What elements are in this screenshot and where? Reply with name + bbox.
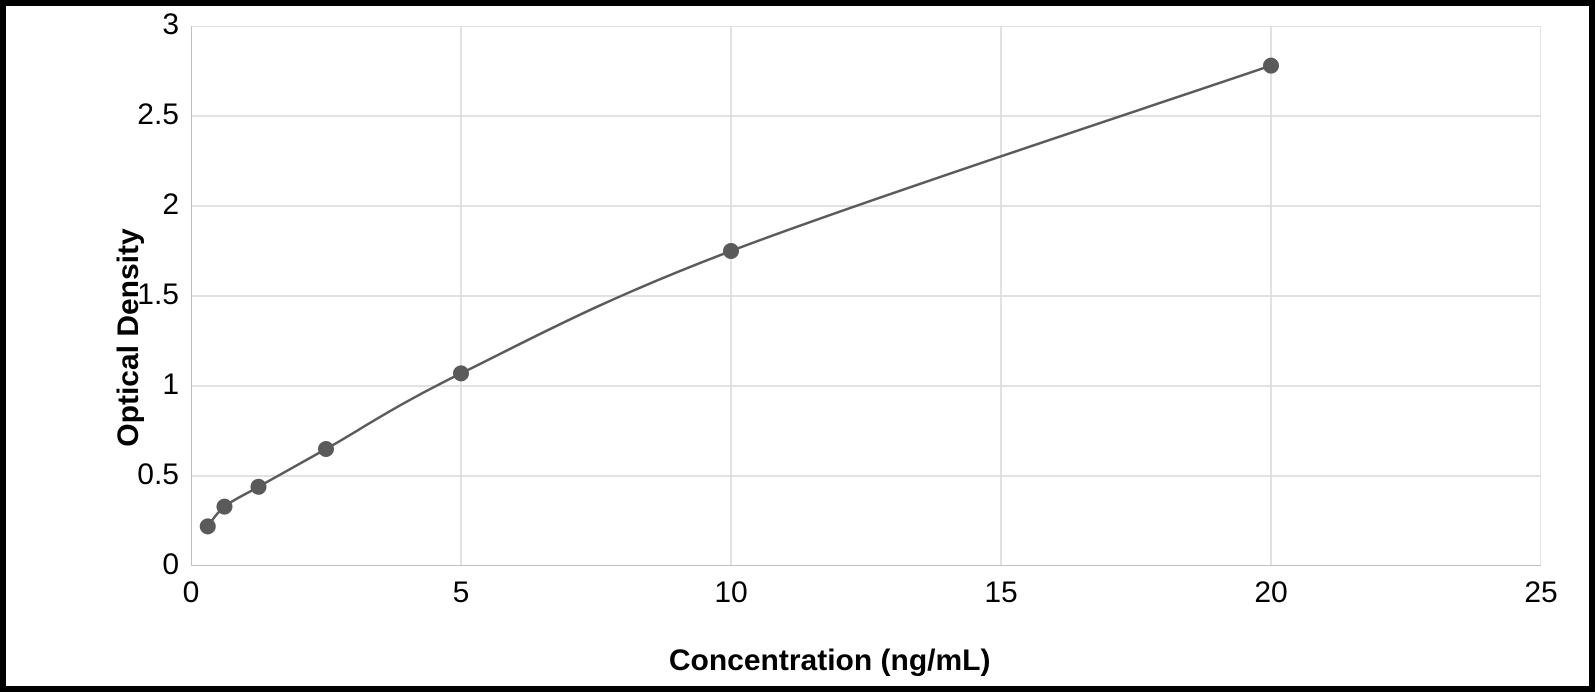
- y-tick-label: 0: [119, 548, 179, 582]
- x-tick-label: 0: [183, 576, 200, 610]
- y-tick-label: 3: [119, 8, 179, 42]
- y-axis-label: Optical Density: [112, 228, 146, 446]
- x-tick-label: 5: [453, 576, 470, 610]
- data-point: [216, 499, 232, 515]
- x-tick-label: 15: [984, 576, 1017, 610]
- data-point: [453, 365, 469, 381]
- y-tick-label: 1.5: [119, 278, 179, 312]
- data-point: [318, 441, 334, 457]
- chart-frame: Optical Density Concentration (ng/mL) 00…: [0, 0, 1595, 692]
- chart-plot-area: [191, 26, 1541, 566]
- data-point: [1263, 58, 1279, 74]
- y-tick-label: 2.5: [119, 98, 179, 132]
- y-tick-label: 2: [119, 188, 179, 222]
- data-point: [723, 243, 739, 259]
- x-tick-label: 10: [714, 576, 747, 610]
- x-tick-label: 25: [1524, 576, 1557, 610]
- data-point: [200, 518, 216, 534]
- y-tick-label: 0.5: [119, 458, 179, 492]
- x-axis-label: Concentration (ng/mL): [669, 644, 991, 678]
- y-tick-label: 1: [119, 368, 179, 402]
- data-point: [251, 479, 267, 495]
- x-tick-label: 20: [1254, 576, 1287, 610]
